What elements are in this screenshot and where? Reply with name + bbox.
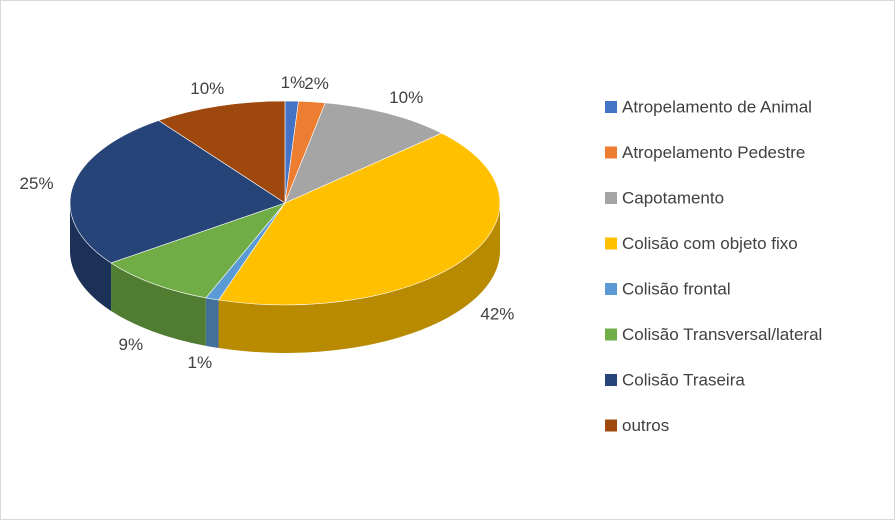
pie-slice xyxy=(110,202,286,299)
pie-slice xyxy=(157,100,286,204)
legend-swatch xyxy=(605,101,617,113)
data-label: 10% xyxy=(190,79,224,98)
pie-side xyxy=(205,297,219,349)
data-label: 42% xyxy=(480,304,514,323)
legend-label: Colisão Transversal/lateral xyxy=(622,325,822,344)
data-label: 9% xyxy=(119,335,144,354)
data-labels: 1% 2%10%42%1%9%25%10% xyxy=(20,73,515,372)
legend-swatch xyxy=(605,419,617,432)
legend-swatch xyxy=(605,374,617,386)
pie-sides xyxy=(70,203,500,353)
pie-slice xyxy=(69,120,286,264)
pie-side xyxy=(218,203,500,353)
legend: Atropelamento de Animal Atropelamento Ped… xyxy=(605,97,822,435)
data-label: 25% xyxy=(20,174,54,193)
data-label: 1% xyxy=(281,73,306,92)
pie-slice xyxy=(284,102,443,204)
legend-swatch xyxy=(605,146,617,159)
pie-side xyxy=(111,262,206,346)
data-label: 1% xyxy=(188,353,213,372)
legend-swatch xyxy=(605,283,617,295)
legend-label: Colisão com objeto fixo xyxy=(622,234,798,253)
legend-label: Atropelamento Pedestre xyxy=(622,143,805,162)
legend-label: Atropelamento de Animal xyxy=(622,97,812,116)
legend-swatch xyxy=(605,237,617,250)
legend-label: Capotamento xyxy=(622,188,724,207)
pie-slice xyxy=(218,132,501,306)
legend-label: Colisão frontal xyxy=(622,279,731,298)
legend-label: outros xyxy=(622,416,669,435)
pie-tops xyxy=(69,100,501,306)
legend-swatch xyxy=(605,192,617,204)
data-label: 10% xyxy=(389,88,423,107)
data-label: 2% xyxy=(304,74,329,93)
legend-label: Colisão Traseira xyxy=(622,370,745,389)
pie-side xyxy=(70,203,112,311)
legend-swatch xyxy=(605,328,617,341)
